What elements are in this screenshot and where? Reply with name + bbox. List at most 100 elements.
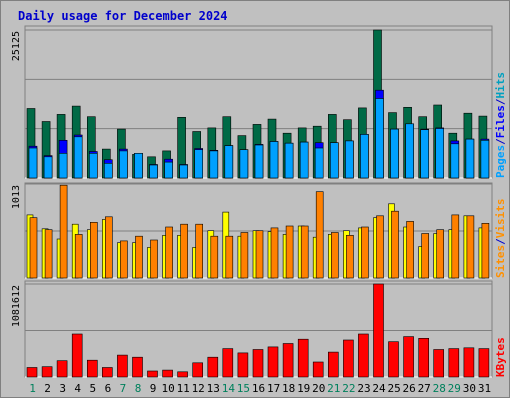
x-tick-label-day-19: 19 xyxy=(297,382,310,395)
x-tick-label-day-10: 10 xyxy=(161,382,174,395)
visits-bar-sites-day-31 xyxy=(481,223,490,279)
hits-bar-pages-day-12 xyxy=(194,149,203,179)
panel-hits-legend: Pages/Files/Hits xyxy=(494,72,507,178)
x-tick-label-day-13: 13 xyxy=(207,382,220,395)
kbytes-bar-kbytes-day-22 xyxy=(343,339,354,378)
x-tick-label-day-9: 9 xyxy=(150,382,157,395)
visits-bar-sites-day-8 xyxy=(135,235,143,279)
hits-bar-pages-day-10 xyxy=(164,161,173,179)
x-tick-label-day-3: 3 xyxy=(59,382,66,395)
hits-bar-pages-day-9 xyxy=(149,164,158,179)
visits-bar-sites-day-11 xyxy=(180,223,188,279)
visits-bar-sites-day-7 xyxy=(120,240,128,279)
legend-item: Visits xyxy=(494,199,507,239)
hits-bar-pages-day-6 xyxy=(104,163,113,179)
x-tick-label-day-25: 25 xyxy=(387,382,400,395)
x-tick-label-day-20: 20 xyxy=(312,382,325,395)
hits-bar-pages-day-11 xyxy=(179,164,188,179)
visits-bar-sites-day-26 xyxy=(406,221,414,279)
panel-visits-legend: Sites/Visits xyxy=(494,199,507,279)
legend-item: Hits xyxy=(494,72,507,99)
panel-hits-ymax-label: 25125 xyxy=(11,31,22,61)
panel-visits-ymax-label: 1013 xyxy=(11,185,22,209)
x-tick-label-day-12: 12 xyxy=(192,382,205,395)
kbytes-bar-kbytes-day-30 xyxy=(463,347,475,378)
visits-bar-sites-day-17 xyxy=(270,227,279,279)
kbytes-bar-kbytes-day-18 xyxy=(282,343,294,378)
x-tick-label-day-22: 22 xyxy=(342,382,355,395)
x-tick-label-day-4: 4 xyxy=(74,382,81,395)
visits-bar-sites-day-25 xyxy=(391,210,399,279)
x-tick-label-day-26: 26 xyxy=(402,382,415,395)
visits-bar-sites-day-5 xyxy=(90,222,98,279)
hits-bar-pages-day-23 xyxy=(360,134,369,179)
visits-bar-sites-day-2 xyxy=(44,229,53,279)
x-tick-label-day-27: 27 xyxy=(418,382,431,395)
chart-title: Daily usage for December 2024 xyxy=(18,9,228,23)
hits-bar-pages-day-2 xyxy=(43,156,53,179)
kbytes-bar-kbytes-day-27 xyxy=(418,337,430,378)
visits-bar-sites-day-4 xyxy=(74,234,83,279)
panel-kbytes-ymax-label: 1081612 xyxy=(11,285,22,327)
legend-item: / xyxy=(494,238,507,245)
visits-bar-sites-day-23 xyxy=(361,226,369,279)
kbytes-bar-kbytes-day-21 xyxy=(327,351,339,378)
panel-kbytes-legend: KBytes xyxy=(494,337,507,377)
x-tick-label-day-14: 14 xyxy=(222,382,236,395)
kbytes-bar-kbytes-day-7 xyxy=(117,354,128,378)
visits-bar-sites-day-29 xyxy=(451,214,460,279)
visits-bar-sites-day-20 xyxy=(315,191,324,279)
kbytes-bar-kbytes-day-1 xyxy=(26,367,38,378)
kbytes-bar-kbytes-day-3 xyxy=(56,360,68,378)
kbytes-bar-kbytes-day-9 xyxy=(147,370,158,378)
kbytes-bar-kbytes-day-6 xyxy=(102,367,113,378)
x-tick-label-day-17: 17 xyxy=(267,382,280,395)
visits-bar-sites-day-9 xyxy=(150,239,158,279)
x-tick-label-day-31: 31 xyxy=(478,382,491,395)
hits-bar-pages-day-25 xyxy=(390,128,399,179)
visits-bar-sites-day-14 xyxy=(225,235,234,279)
hits-bar-pages-day-5 xyxy=(89,153,98,179)
kbytes-bar-kbytes-day-31 xyxy=(478,348,490,378)
hits-bar-pages-day-13 xyxy=(209,150,219,179)
hits-bar-pages-day-1 xyxy=(28,147,38,179)
visits-bar-sites-day-13 xyxy=(210,235,219,279)
kbytes-bar-kbytes-day-16 xyxy=(252,349,264,378)
hits-bar-pages-day-26 xyxy=(405,123,414,179)
x-tick-label-day-23: 23 xyxy=(357,382,370,395)
legend-item: Pages xyxy=(494,145,507,178)
kbytes-bar-kbytes-day-23 xyxy=(358,333,369,378)
x-tick-label-day-24: 24 xyxy=(372,382,386,395)
visits-bar-sites-day-16 xyxy=(255,230,264,279)
kbytes-bar-kbytes-day-29 xyxy=(448,348,460,378)
legend-item: / xyxy=(494,98,507,105)
x-tick-label-day-11: 11 xyxy=(177,382,190,395)
visits-bar-sites-day-21 xyxy=(330,232,339,279)
x-tick-label-day-21: 21 xyxy=(327,382,340,395)
hits-bar-pages-day-29 xyxy=(450,143,460,179)
kbytes-bar-kbytes-day-24 xyxy=(373,283,384,378)
visits-bar-sites-day-10 xyxy=(165,226,173,279)
kbytes-bar-kbytes-day-12 xyxy=(192,362,203,378)
hits-bar-pages-day-24 xyxy=(375,98,384,179)
hits-bar-pages-day-7 xyxy=(119,150,128,179)
hits-bar-pages-day-17 xyxy=(269,141,279,179)
kbytes-bar-kbytes-day-10 xyxy=(162,369,173,378)
hits-bar-pages-day-14 xyxy=(224,145,234,179)
kbytes-bar-kbytes-day-17 xyxy=(267,346,279,378)
x-tick-label-day-7: 7 xyxy=(120,382,127,395)
x-tick-label-day-16: 16 xyxy=(252,382,265,395)
visits-bar-sites-day-1 xyxy=(29,217,38,279)
visits-bar-sites-day-18 xyxy=(285,225,294,279)
legend-item: Files xyxy=(494,105,507,138)
hits-bar-pages-day-18 xyxy=(284,142,294,179)
legend-item: KBytes xyxy=(494,337,507,377)
visits-bar-sites-day-15 xyxy=(240,232,249,279)
kbytes-bar-kbytes-day-8 xyxy=(132,356,143,378)
kbytes-bar-kbytes-day-15 xyxy=(237,352,249,378)
kbytes-bar-kbytes-day-5 xyxy=(87,359,98,378)
visits-bar-sites-day-24 xyxy=(376,215,384,279)
x-tick-label-day-1: 1 xyxy=(29,382,36,395)
